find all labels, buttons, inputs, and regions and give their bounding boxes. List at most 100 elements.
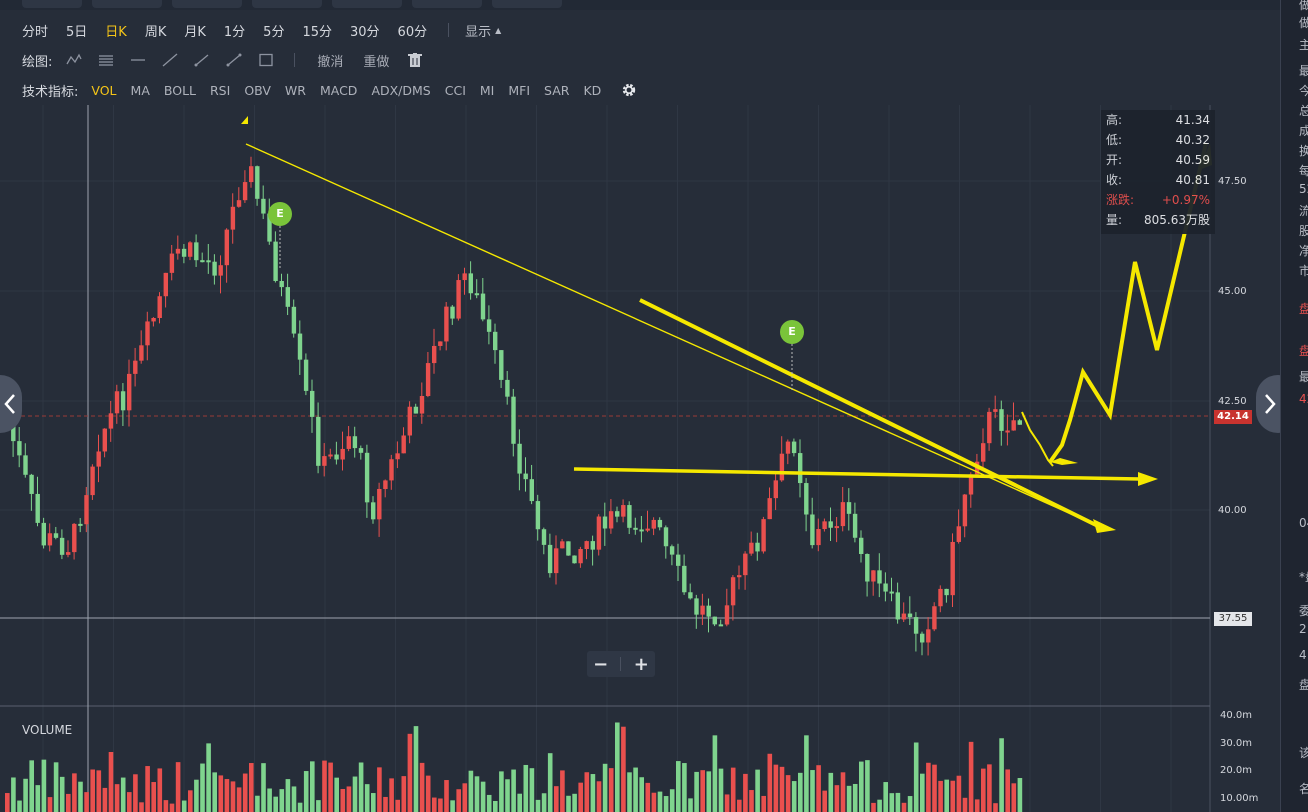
indicator-obv[interactable]: OBV xyxy=(244,82,271,98)
candle-body xyxy=(590,541,595,550)
period-tab[interactable]: 月K xyxy=(184,24,206,40)
undo-button[interactable]: 撤消 xyxy=(317,54,344,70)
indicator-cci[interactable]: CCI xyxy=(444,82,466,98)
volume-bar xyxy=(157,768,163,812)
top-tab-fragment[interactable] xyxy=(492,0,562,8)
volume-bar xyxy=(907,796,913,812)
redo-button[interactable]: 重做 xyxy=(363,54,390,70)
top-tab-fragment[interactable] xyxy=(332,0,402,8)
volume-bar xyxy=(791,781,797,812)
volume-bar xyxy=(133,774,138,812)
rectangle-tool-icon[interactable] xyxy=(255,49,277,71)
candle-body xyxy=(273,241,278,281)
top-tab-fragment[interactable] xyxy=(412,0,482,8)
period-tab[interactable]: 5分 xyxy=(263,24,285,40)
top-tab-fragment[interactable] xyxy=(172,0,242,8)
indicator-macd[interactable]: MACD xyxy=(319,82,358,98)
volume-bar xyxy=(974,799,980,812)
candle-body xyxy=(474,293,480,296)
zoom-in-button[interactable]: + xyxy=(633,653,649,675)
volume-bar xyxy=(602,763,608,812)
indicator-ma[interactable]: MA xyxy=(130,82,150,98)
indicator-mfi[interactable]: MFI xyxy=(508,82,531,98)
right-panel-text: 4 xyxy=(1299,648,1307,662)
candle-body xyxy=(11,419,16,442)
segment-tool-icon[interactable] xyxy=(191,49,213,71)
top-tab-fragment[interactable] xyxy=(252,0,322,8)
info-close-value: 40.81 xyxy=(1175,173,1210,187)
top-tab-fragment[interactable] xyxy=(92,0,162,8)
volume-bar xyxy=(584,772,590,812)
candle-body xyxy=(865,553,870,582)
indicator-vol[interactable]: VOL xyxy=(91,82,117,98)
trash-icon[interactable] xyxy=(404,49,426,71)
zoom-out-button[interactable]: − xyxy=(593,653,609,675)
candle-body xyxy=(139,345,144,361)
volume-bar xyxy=(261,763,266,812)
period-tab-active[interactable]: 日K xyxy=(105,24,127,40)
candle-body xyxy=(810,514,815,546)
candle-body xyxy=(236,200,242,207)
info-close-label: 收: xyxy=(1106,173,1123,187)
period-tab[interactable]: 30分 xyxy=(350,24,380,40)
volume-bar xyxy=(511,769,516,812)
period-tab[interactable]: 5日 xyxy=(66,24,88,40)
period-tab[interactable]: 60分 xyxy=(397,24,428,40)
indicator-boll[interactable]: BOLL xyxy=(163,82,196,98)
candle-body xyxy=(90,466,95,496)
display-menu[interactable]: 显示 ▲ xyxy=(461,21,501,40)
volume-bar xyxy=(371,793,376,812)
candle-body xyxy=(407,406,412,436)
volume-bar xyxy=(633,767,638,812)
chevron-left-icon xyxy=(4,394,15,414)
horizontal-line-icon[interactable] xyxy=(127,49,149,71)
scroll-left-button[interactable] xyxy=(0,375,22,433)
volume-bar xyxy=(737,799,742,812)
divider xyxy=(620,657,622,671)
candle-body xyxy=(877,570,882,584)
period-tab[interactable]: 分时 xyxy=(22,24,49,40)
right-info-panel: 做做主最今总成换每52流股净市盘盘最4204*盘委24盘该名 xyxy=(1280,0,1308,812)
fibonacci-tool-icon[interactable] xyxy=(95,49,117,71)
top-tab-fragment[interactable] xyxy=(22,0,82,8)
volume-bar xyxy=(425,775,431,812)
earnings-marker[interactable]: E xyxy=(268,202,292,226)
indicator-adx[interactable]: ADX/DMS xyxy=(371,82,431,98)
arrow-line-icon[interactable] xyxy=(223,49,245,71)
settings-gear-icon[interactable] xyxy=(618,79,640,101)
candle-body xyxy=(572,555,577,564)
period-tab[interactable]: 15分 xyxy=(302,24,332,40)
indicator-mi[interactable]: MI xyxy=(479,82,495,98)
period-tab[interactable]: 周K xyxy=(144,24,167,40)
volume-bar xyxy=(541,793,547,812)
candle-body xyxy=(17,441,22,456)
indicator-sar[interactable]: SAR xyxy=(544,82,570,98)
volume-bar xyxy=(364,784,370,812)
candle-body xyxy=(627,505,632,528)
indicator-toolbar: 技术指标: VOL MA BOLL RSI OBV WR MACD ADX/DM… xyxy=(0,75,1280,105)
candle-body xyxy=(413,406,419,414)
volume-label: VOLUME xyxy=(22,723,73,737)
volume-bar xyxy=(291,786,297,812)
candle-body xyxy=(486,319,492,332)
candle-body xyxy=(261,198,266,214)
top-tab-strip xyxy=(0,0,1280,10)
indicator-kd[interactable]: KD xyxy=(583,82,602,98)
volume-bar xyxy=(11,777,16,812)
drawing-toolbar: 绘图: 撤消 重做 xyxy=(0,45,1280,75)
right-panel-text: 该 xyxy=(1299,746,1308,760)
period-tab[interactable]: 1分 xyxy=(223,24,246,40)
candle-body xyxy=(371,502,376,520)
candle-body xyxy=(511,396,516,444)
volume-bar xyxy=(194,779,199,812)
volume-bar xyxy=(913,742,919,812)
indicator-wr[interactable]: WR xyxy=(284,82,306,98)
earnings-marker[interactable]: E xyxy=(780,320,804,344)
volume-bar xyxy=(53,762,59,812)
trend-tool-icon[interactable] xyxy=(63,49,85,71)
indicator-rsi[interactable]: RSI xyxy=(210,82,231,98)
candle-body xyxy=(828,521,833,528)
ray-tool-icon[interactable] xyxy=(159,49,181,71)
candlestick-chart[interactable] xyxy=(0,105,1280,812)
candle-body xyxy=(608,511,614,529)
